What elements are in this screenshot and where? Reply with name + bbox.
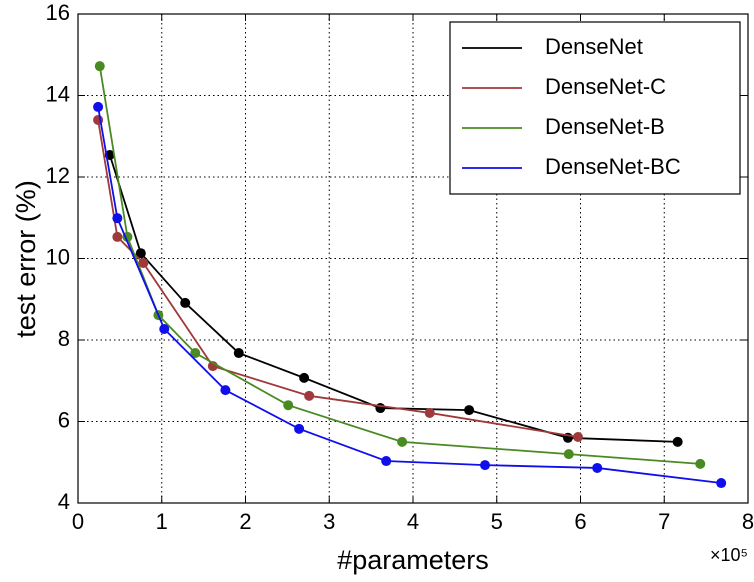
y-tick-label: 16: [46, 0, 70, 25]
x-tick-label: 6: [574, 509, 586, 534]
x-tick-label: 5: [491, 509, 503, 534]
data-point: [93, 101, 104, 112]
data-point: [190, 348, 201, 359]
data-point: [180, 297, 191, 308]
data-point: [304, 390, 315, 401]
plot-frame: [77, 13, 749, 504]
y-axis-label: test error (%): [11, 180, 41, 338]
x-tick-label: 2: [239, 509, 251, 534]
x-multiplier: ×10⁵: [710, 545, 748, 565]
legend-box: [449, 21, 741, 195]
x-tick-label: 7: [658, 509, 670, 534]
data-point: [112, 213, 123, 224]
data-point: [299, 372, 310, 383]
data-point: [480, 460, 491, 471]
legend-label: DenseNet-C: [545, 74, 666, 99]
data-point: [220, 385, 231, 396]
data-point: [464, 405, 475, 416]
x-axis-label: #parameters: [337, 545, 489, 575]
y-tick-label: 12: [46, 163, 70, 188]
x-tick-label: 3: [323, 509, 335, 534]
data-point: [112, 231, 123, 242]
y-tick-label: 14: [46, 81, 70, 106]
x-tick-label: 0: [72, 509, 84, 534]
legend-label: DenseNet-B: [545, 114, 665, 139]
data-point: [294, 423, 305, 434]
data-point: [716, 478, 727, 489]
data-point: [381, 456, 392, 467]
data-point: [592, 462, 603, 473]
y-tick-label: 4: [58, 489, 70, 514]
data-point: [233, 348, 244, 359]
y-tick-label: 10: [46, 244, 70, 269]
data-point: [159, 323, 170, 334]
x-tick-label: 1: [156, 509, 168, 534]
data-point: [424, 407, 435, 418]
data-point: [695, 458, 706, 469]
y-tick-label: 6: [58, 407, 70, 432]
y-tick-label: 8: [58, 326, 70, 351]
legend-label: DenseNet-BC: [545, 154, 681, 179]
legend: DenseNet DenseNet-C DenseNet-B DenseNet-BC: [449, 21, 741, 195]
data-point: [94, 61, 105, 72]
data-point: [135, 248, 146, 259]
data-point: [138, 257, 149, 268]
data-point: [563, 449, 574, 460]
data-point: [397, 436, 408, 447]
x-tick-label: 4: [407, 509, 419, 534]
series-line: [98, 66, 701, 465]
legend-label: DenseNet: [545, 34, 643, 59]
data-point: [572, 431, 583, 442]
data-point: [672, 436, 683, 447]
data-point: [283, 400, 294, 411]
series-line: [108, 154, 678, 443]
x-tick-label: 8: [742, 509, 754, 534]
